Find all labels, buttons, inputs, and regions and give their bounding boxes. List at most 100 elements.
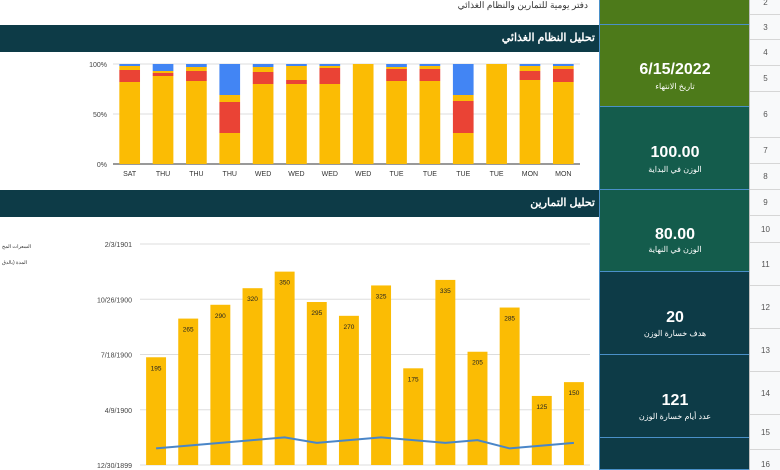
- row-number-6[interactable]: 6: [750, 92, 780, 138]
- exercise-bar: [531, 395, 552, 465]
- kpi-card-end-date: 6/15/2022 تاريخ الانتهاء: [600, 25, 750, 107]
- exercise-bar: [210, 304, 231, 465]
- kpi-start-weight-label: الوزن في البداية: [648, 165, 702, 174]
- row-number-4[interactable]: 4: [750, 40, 780, 66]
- nutrition-bar-segment: [386, 67, 407, 69]
- nutrition-bar-segment: [119, 64, 141, 66]
- exercise-y-tick-label: 12/30/1899: [97, 463, 132, 470]
- nutrition-bar-segment: [352, 64, 374, 164]
- exercise-section-header: تحليل التمارين: [0, 190, 599, 217]
- exercise-duration-line: [155, 436, 575, 450]
- nutrition-chart[interactable]: 100% 50% 0% SAT THU THU THU WED WED WED WED TUE TUE T…: [0, 52, 599, 189]
- nutrition-bar-segment: [386, 69, 407, 81]
- nutrition-bar-segment: [419, 64, 441, 66]
- exercise-bar-data-label: 295: [311, 310, 322, 317]
- exercise-bar-data-label: 270: [343, 324, 354, 331]
- nutrition-bar-segment: [486, 64, 507, 164]
- nutrition-x-tick-label: WED: [322, 171, 338, 178]
- nutrition-bar-segment: [252, 64, 274, 67]
- nutrition-bar-segment: [186, 71, 207, 81]
- nutrition-bar-segment: [252, 72, 274, 84]
- exercise-bar: [274, 271, 295, 465]
- nutrition-x-tick-label: THU: [189, 171, 203, 178]
- nutrition-x-tick-label: THU: [223, 171, 237, 178]
- nutrition-bar-segment: [152, 76, 174, 164]
- nutrition-bar-segment: [152, 73, 174, 76]
- exercise-bar: [338, 315, 359, 465]
- row-number-2[interactable]: 2: [750, 0, 780, 15]
- kpi-end-date-label: تاريخ الانتهاء: [655, 82, 695, 91]
- nutrition-bar-segment: [519, 80, 541, 164]
- kpi-card-start-weight: 100.00 الوزن في البداية: [600, 107, 750, 190]
- row-number-8[interactable]: 8: [750, 164, 780, 190]
- nutrition-bar-segment: [119, 82, 141, 164]
- exercise-bar-data-label: 350: [279, 280, 290, 287]
- nutrition-bar-segment: [286, 64, 307, 66]
- nutrition-bar-segment: [552, 82, 574, 164]
- nutrition-bar-segment: [319, 84, 341, 164]
- row-number-9[interactable]: 9: [750, 190, 780, 216]
- nutrition-bar-segment: [452, 64, 474, 95]
- exercise-bar: [178, 318, 199, 465]
- nutrition-x-tick-label: TUE: [490, 171, 504, 178]
- nutrition-x-tick-label: TUE: [456, 171, 470, 178]
- nutrition-bar-segment: [252, 84, 274, 164]
- exercise-bar: [242, 288, 263, 465]
- exercise-y-tick-label: 7/18/1900: [101, 353, 132, 360]
- kpi-weight-goal-label: هدف خسارة الوزن: [643, 329, 707, 338]
- row-number-14[interactable]: 14: [750, 372, 780, 415]
- exercise-y-tick-label: 4/9/1900: [105, 408, 132, 415]
- nutrition-bar-segment: [152, 71, 174, 73]
- nutrition-bar-segment: [219, 95, 241, 102]
- nutrition-bar-segment: [152, 64, 174, 71]
- exercise-bar: [146, 357, 167, 465]
- nutrition-bar-segment: [219, 133, 241, 164]
- kpi-weight-goal-value: 20: [666, 309, 684, 326]
- nutrition-bar-segment: [186, 81, 207, 164]
- nutrition-bar-segment: [219, 102, 241, 133]
- exercise-bar-data-label: 125: [536, 404, 547, 411]
- kpi-start-weight-value: 100.00: [650, 144, 700, 161]
- nutrition-y-tick-label: 0%: [97, 162, 107, 169]
- kpi-card-top: [600, 0, 750, 25]
- exercise-chart-svg: 2/3/1901 10/26/1900 7/18/1900 4/9/1900 12/30…: [97, 242, 590, 470]
- row-number-13[interactable]: 13: [750, 329, 780, 372]
- nutrition-y-tick-label: 50%: [93, 112, 107, 119]
- nutrition-bar-segment: [419, 66, 441, 69]
- exercise-y-tick-label: 2/3/1901: [105, 242, 132, 249]
- nutrition-bar-segment: [386, 81, 407, 164]
- exercise-bar: [499, 307, 520, 465]
- caption-bar: دفتر يومية للتمارين والنظام الغذائي: [0, 0, 596, 24]
- row-number-15[interactable]: 15: [750, 415, 780, 450]
- nutrition-x-tick-label: MON: [522, 171, 538, 178]
- caption-text: دفتر يومية للتمارين والنظام الغذائي: [457, 0, 588, 10]
- nutrition-bar-segment: [286, 66, 307, 80]
- nutrition-bar-segment: [452, 133, 474, 164]
- exercise-bar-data-label: 175: [408, 376, 419, 383]
- exercise-bar-data-label: 150: [568, 390, 579, 397]
- nutrition-x-tick-label: SAT: [123, 171, 137, 178]
- kpi-column: 6/15/2022 تاريخ الانتهاء 100.00 الوزن في…: [599, 0, 750, 470]
- exercise-bar: [306, 302, 327, 465]
- exercise-bar-data-label: 195: [151, 365, 162, 372]
- nutrition-x-tick-label: WED: [355, 171, 371, 178]
- exercise-bar: [467, 351, 488, 465]
- exercise-chart[interactable]: 2/3/1901 10/26/1900 7/18/1900 4/9/1900 12/30…: [0, 217, 599, 470]
- row-number-12[interactable]: 12: [750, 286, 780, 329]
- nutrition-bar-segment: [419, 69, 441, 81]
- row-number-11[interactable]: 11: [750, 243, 780, 286]
- nutrition-bar-segment: [552, 69, 574, 82]
- nutrition-bar-segment: [252, 67, 274, 72]
- row-number-10[interactable]: 10: [750, 216, 780, 243]
- row-number-7[interactable]: 7: [750, 138, 780, 164]
- nutrition-bar-segment: [319, 66, 341, 68]
- row-number-16[interactable]: 16: [750, 450, 780, 470]
- nutrition-bar-segment: [519, 71, 541, 80]
- nutrition-bar-segment: [386, 64, 407, 67]
- row-number-5[interactable]: 5: [750, 66, 780, 92]
- nutrition-section-header: تحليل النظام الغذائي: [0, 25, 599, 52]
- row-number-3[interactable]: 3: [750, 15, 780, 40]
- exercise-bar-data-label: 285: [504, 316, 515, 323]
- kpi-end-weight-label: الوزن في النهاية: [648, 245, 702, 254]
- nutrition-bar-segment: [452, 101, 474, 133]
